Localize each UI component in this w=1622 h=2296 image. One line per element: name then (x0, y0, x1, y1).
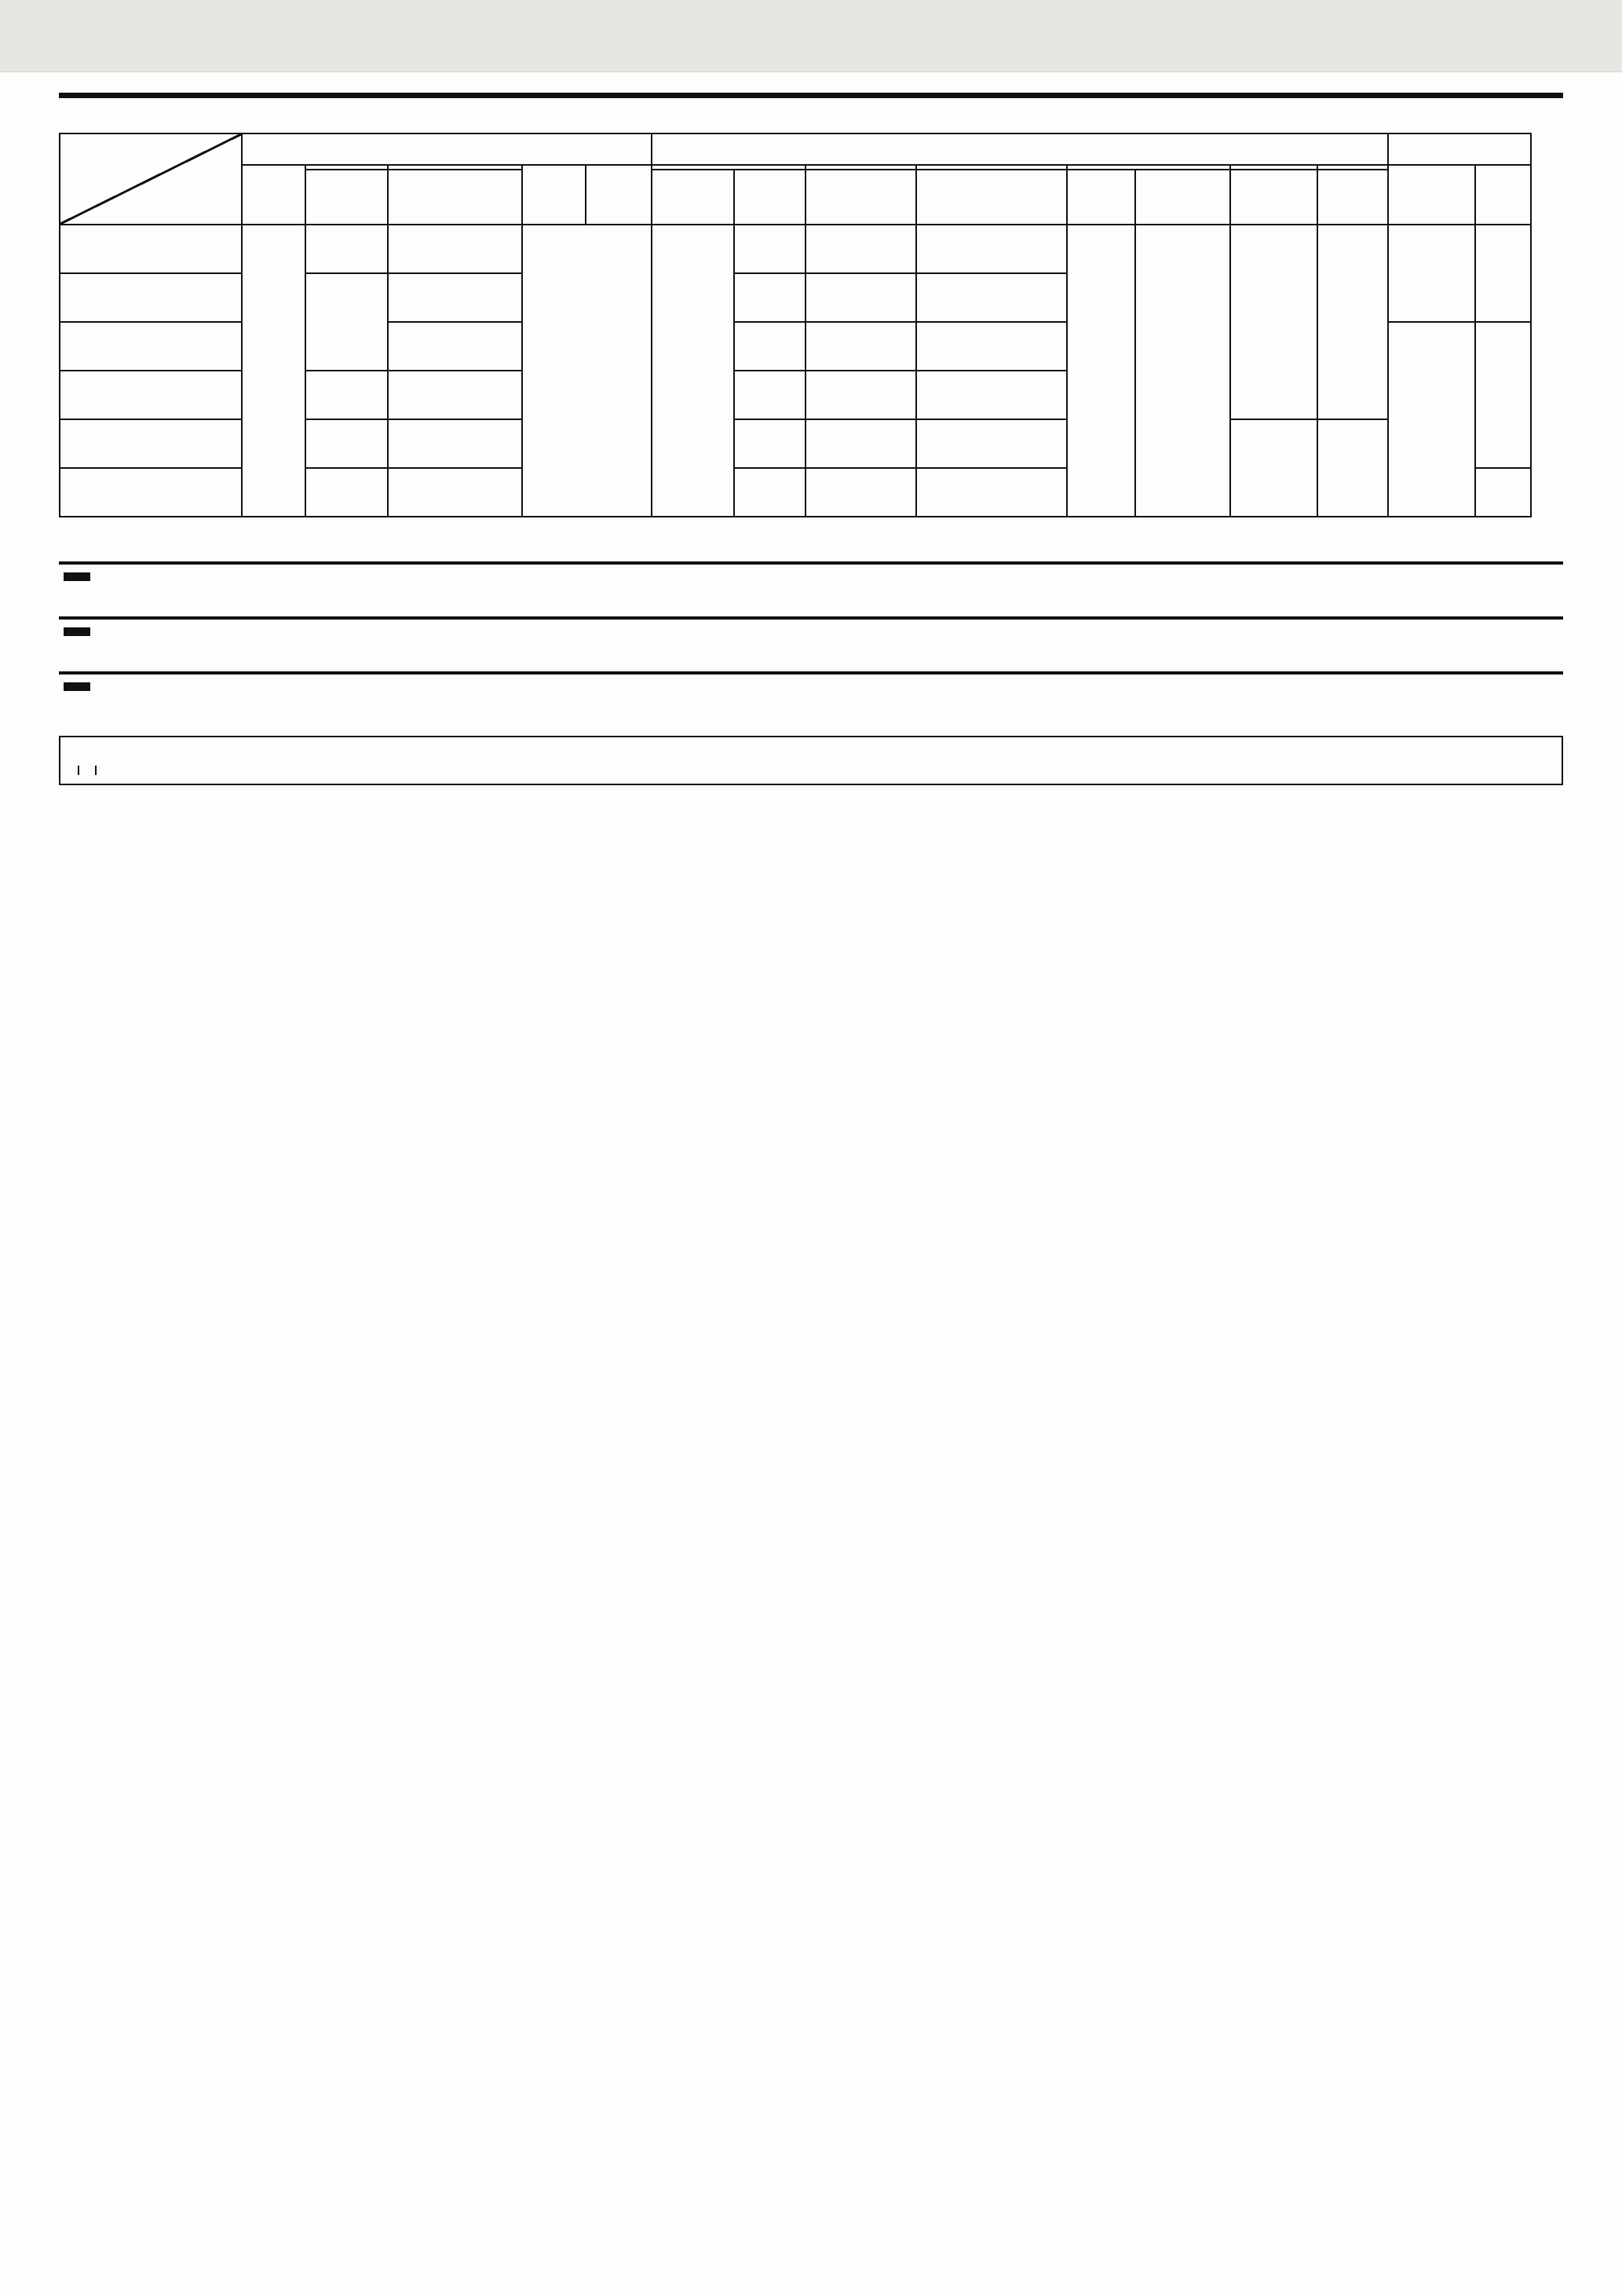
table-row (59, 321, 1532, 517)
subhead-rth-unit (1229, 169, 1318, 225)
subhead-with-heatsink (304, 169, 389, 225)
cell-trr (1065, 224, 1136, 517)
subhead-vf-if (733, 169, 807, 225)
col-head-vf (651, 164, 807, 170)
cell-remarks (1387, 321, 1477, 517)
cell-ifsm (386, 272, 524, 323)
cell-ifsm (386, 321, 524, 371)
cell-ir (805, 321, 918, 371)
cell-if (733, 419, 807, 469)
cell-fig (1474, 467, 1532, 517)
col-head-tj (521, 164, 586, 225)
table-row (59, 224, 1532, 517)
group-electrical-characteristics (651, 133, 1390, 166)
cell-ifsm (386, 467, 524, 517)
table-row (59, 370, 1531, 420)
table-row (59, 419, 1531, 517)
col-head-remarks (1387, 164, 1477, 225)
corner-cell (59, 133, 243, 225)
cell-if (733, 321, 807, 371)
col-head-tstg (584, 164, 653, 225)
subhead-irh-condition (915, 169, 1068, 225)
cell-ifav (304, 224, 389, 274)
col-head-trr (1065, 164, 1231, 170)
cell-irh (915, 272, 1068, 323)
col-head-rth (1229, 164, 1318, 170)
cell-if (733, 467, 807, 517)
cell-ifav (304, 419, 389, 469)
cell-type (59, 321, 243, 371)
cell-ifsm (386, 224, 524, 274)
cell-tj-tstg (521, 224, 653, 517)
cell-irh (915, 224, 1068, 274)
external-dimensions-panel (59, 736, 1563, 785)
cell-rth (1229, 224, 1318, 420)
cell-fig (1474, 321, 1532, 469)
cell-if-irp (1134, 224, 1231, 517)
cell-ir (805, 370, 918, 420)
cell-ifav (304, 467, 389, 517)
cell-ir (805, 467, 918, 517)
cell-remarks (1387, 224, 1477, 323)
section-fmb-g22h (59, 616, 1563, 645)
cell-type (59, 370, 243, 420)
fig-c-block (312, 750, 318, 779)
cell-mass (1316, 224, 1390, 420)
cell-irh (915, 419, 1068, 469)
col-head-mass (1316, 164, 1390, 170)
cell-if (733, 370, 807, 420)
fig-b-block (298, 750, 304, 779)
col-head-irh (915, 164, 1068, 170)
cell-fig (1474, 224, 1532, 323)
masthead (59, 93, 1563, 117)
group-others (1387, 133, 1532, 166)
cell-ifav (304, 370, 389, 420)
cell-ir (805, 272, 918, 323)
fig-a-block (283, 750, 290, 779)
cell-type (59, 419, 243, 469)
cell-ir (805, 224, 918, 274)
cell-ifsm (386, 370, 524, 420)
table-row (59, 467, 1532, 517)
table-row (59, 272, 1531, 371)
part-badge (64, 627, 90, 636)
page-number (59, 785, 1563, 801)
top-band (0, 0, 1622, 72)
col-head-ifav (304, 164, 389, 170)
col-head-ifsm (386, 164, 524, 170)
cell-type (59, 467, 243, 517)
subhead-vf-max-per-element (651, 169, 736, 225)
cell-type (59, 272, 243, 323)
cell-irh (915, 321, 1068, 371)
subhead-if-irp (1134, 169, 1231, 225)
flammability-note (78, 766, 97, 775)
subhead-ifsm-condition (386, 169, 524, 225)
cell-if (733, 224, 807, 274)
part-badge (64, 572, 90, 581)
cell-if (733, 272, 807, 323)
part-badge (64, 682, 90, 691)
section-fmb-g12l (59, 561, 1563, 590)
col-head-ir (805, 164, 918, 170)
group-absolute-maximum-ratings (240, 133, 653, 166)
cell-irh (915, 370, 1068, 420)
cell-vf-max (651, 224, 736, 517)
subhead-trr-blank (1065, 169, 1136, 225)
subhead-ir-condition (805, 169, 918, 225)
cell-type (59, 224, 243, 274)
cell-ifav (304, 272, 389, 371)
col-head-vrm (240, 164, 306, 225)
col-head-fig (1474, 164, 1532, 225)
section-fmb-22l (59, 671, 1563, 700)
cell-ir (805, 419, 918, 469)
subhead-mass-unit (1316, 169, 1390, 225)
cell-rth (1229, 419, 1318, 517)
cell-irh (915, 467, 1068, 517)
spec-table (59, 133, 1532, 517)
cell-ifsm (386, 419, 524, 469)
cell-mass (1316, 419, 1390, 517)
cell-vrm (240, 224, 306, 517)
